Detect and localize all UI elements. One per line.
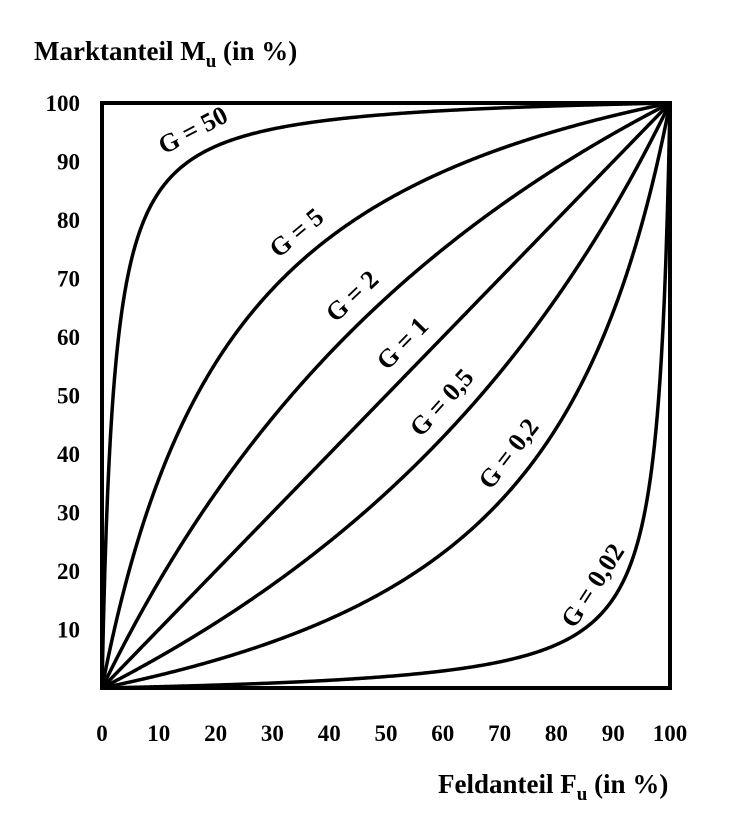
series-label-3: G = 2 — [320, 265, 384, 328]
x-tick-label: 70 — [488, 721, 511, 746]
y-tick-label: 60 — [57, 325, 80, 350]
series-line-4 — [100, 101, 672, 690]
series-label-4: G = 1 — [371, 311, 434, 375]
y-tick-label: 80 — [57, 208, 80, 233]
y-tick-labels: 10 20 30 40 50 60 70 80 90 100 — [46, 91, 81, 643]
x-tick-label: 30 — [261, 721, 284, 746]
y-axis-label: Marktanteil Mu (in %) — [34, 36, 297, 72]
y-tick-label: 10 — [57, 618, 80, 643]
series-line-5 — [101, 102, 672, 690]
series-label-7: G = 0,02 — [555, 538, 630, 632]
y-tick-label: 70 — [57, 267, 80, 292]
series-label-2: G = 5 — [264, 202, 329, 263]
plot-area: G = 50 G = 5G = 2G = 1G = 0,5G = 0,2G = 0… — [100, 100, 672, 690]
x-tick-label: 20 — [204, 721, 227, 746]
x-tick-label: 60 — [431, 721, 454, 746]
x-tick-label: 80 — [545, 721, 568, 746]
series-label-1: G = 50 — [153, 100, 232, 160]
x-tick-labels: 0 10 20 30 40 50 60 70 80 90 100 — [96, 721, 687, 746]
plot-frame — [100, 101, 672, 690]
y-tick-label: 20 — [57, 559, 80, 584]
y-tick-label: 100 — [46, 91, 81, 116]
y-tick-label: 90 — [57, 150, 80, 175]
x-tick-label: 40 — [318, 721, 341, 746]
series-line-2 — [100, 101, 671, 689]
series-line-6 — [101, 102, 672, 690]
x-tick-label: 10 — [147, 721, 170, 746]
x-tick-label: 100 — [653, 721, 688, 746]
x-tick-label: 90 — [602, 721, 625, 746]
series-line-3 — [100, 101, 671, 689]
series-line-7 — [101, 102, 672, 690]
series-line-1 — [100, 101, 671, 689]
x-tick-label: 50 — [375, 721, 398, 746]
x-axis-label: Feldanteil Fu (in %) — [438, 769, 668, 805]
y-tick-label: 40 — [57, 442, 80, 467]
series-label-5: G = 0,5 — [404, 363, 480, 442]
y-tick-label: 50 — [57, 384, 80, 409]
series-label-6: G = 0,2 — [473, 413, 545, 495]
y-tick-label: 30 — [57, 501, 80, 526]
x-tick-label: 0 — [96, 721, 108, 746]
